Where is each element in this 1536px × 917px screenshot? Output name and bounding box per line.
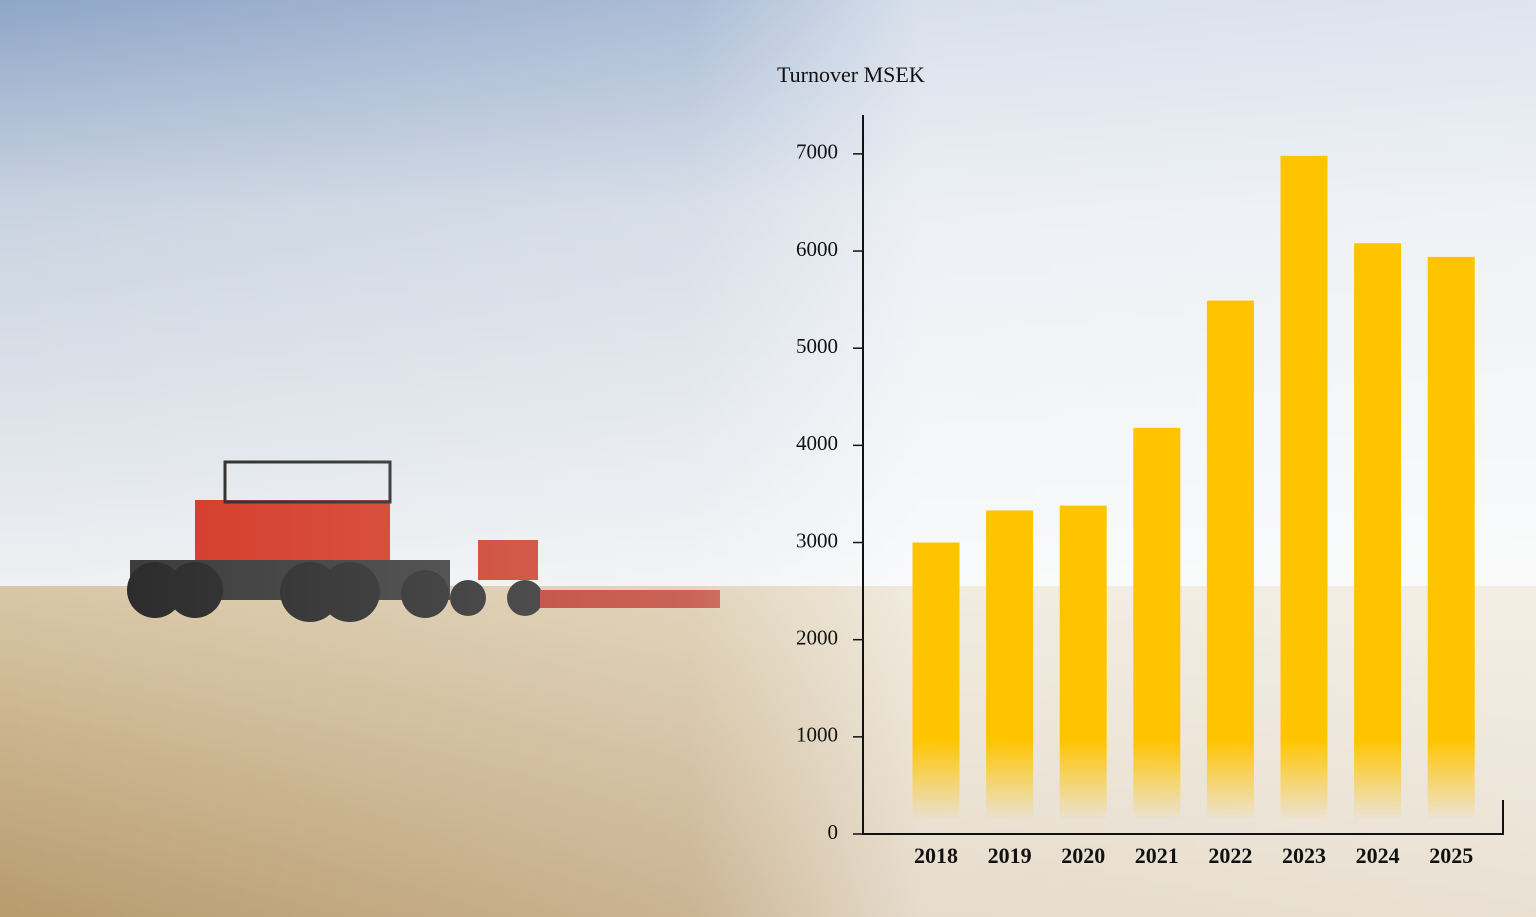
y-tick-label: 1000 (796, 723, 838, 747)
bar (1133, 427, 1181, 834)
bars (912, 155, 1475, 835)
x-tick-label: 2023 (1282, 843, 1326, 868)
y-tick-label: 7000 (796, 140, 838, 164)
x-tick-label: 2025 (1429, 843, 1473, 868)
bar (1354, 243, 1402, 835)
bar (1427, 256, 1475, 834)
x-tick-label: 2024 (1356, 843, 1400, 868)
x-tick-label: 2022 (1208, 843, 1252, 868)
y-tick-label: 4000 (796, 431, 838, 455)
x-tick-label: 2020 (1061, 843, 1105, 868)
x-tick-label: 2018 (914, 843, 958, 868)
x-tick-label: 2021 (1135, 843, 1179, 868)
y-tick-label: 2000 (796, 625, 838, 649)
bar (912, 542, 960, 834)
bar (1280, 155, 1328, 834)
y-tick-label: 3000 (796, 528, 838, 552)
bar (1206, 300, 1254, 835)
x-tick-label: 2019 (988, 843, 1032, 868)
y-tick-label: 0 (828, 820, 839, 844)
y-tick-label: 6000 (796, 237, 838, 261)
y-tick-label: 5000 (796, 334, 838, 358)
x-axis (863, 800, 1504, 835)
bar (986, 510, 1034, 834)
axis-title: Turnover MSEK (777, 62, 925, 87)
bar (1059, 505, 1107, 834)
